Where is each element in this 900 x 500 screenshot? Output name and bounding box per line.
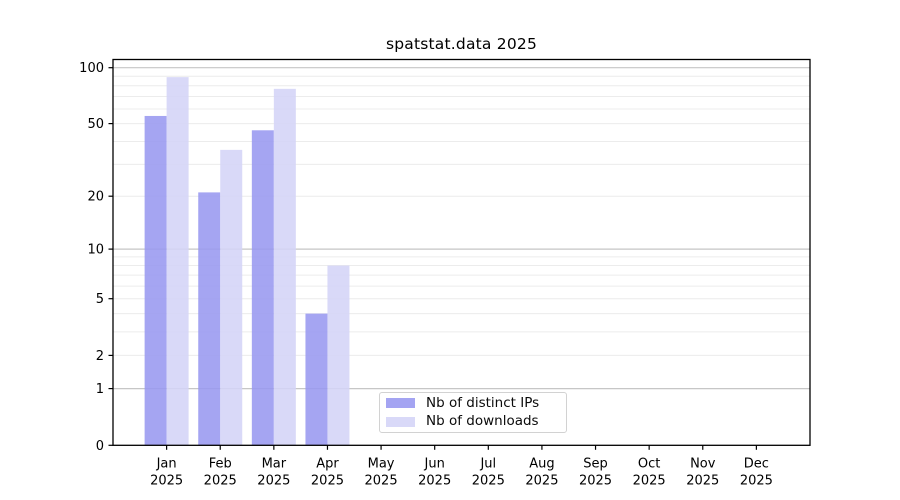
x-tick-label-year: 2025 [418,473,451,488]
x-tick-label-month: Sep [583,456,608,471]
bar-downloads-mar [273,88,296,446]
x-tick-label-year: 2025 [686,473,719,488]
legend-swatch-downloads [386,416,415,427]
x-tick-label-month: Dec [744,456,769,471]
x-tick-label-month: May [368,456,395,471]
x-tick-label-month: Mar [262,456,287,471]
x-tick-label-year: 2025 [150,473,183,488]
legend-swatch-distinct-ips [386,398,415,409]
x-tick-label-year: 2025 [204,473,237,488]
bar-downloads-apr [327,265,350,446]
x-tick-label-month: Aug [529,456,554,471]
x-tick-label-month: Apr [316,456,339,471]
y-tick-label: 50 [87,117,104,132]
bar-downloads-jan [166,77,189,446]
y-tick-label: 5 [96,292,104,307]
x-tick-label-month: Nov [690,456,716,471]
bar-distinct-ips-mar [251,130,274,446]
y-tick-label: 1 [96,382,104,397]
x-tick-label-year: 2025 [311,473,344,488]
legend: Nb of distinct IPs Nb of downloads [379,392,567,433]
y-tick-label: 100 [79,61,104,76]
chart-title: spatstat.data 2025 [385,35,538,53]
legend-entry-distinct-ips: Nb of distinct IPs [386,394,566,411]
bars [144,77,350,446]
bar-distinct-ips-jan [144,115,167,446]
bar-distinct-ips-feb [198,192,221,446]
bar-downloads-feb [220,149,243,446]
x-tick-label-year: 2025 [365,473,398,488]
y-tick-labels: 0 1 2 5 10 20 50 100 [79,61,104,454]
x-tick-labels: Jan 2025 Feb 2025 Mar 2025 Apr 2025 May 2025 Jun 20… [150,456,773,488]
y-tick-label: 20 [87,190,104,205]
x-tick-label-month: Jan [156,456,177,471]
legend-label: Nb of downloads [426,413,539,429]
x-tick-label-month: Jun [424,456,445,471]
legend-entry-downloads: Nb of downloads [386,413,566,429]
legend-label: Nb of distinct IPs [426,394,540,411]
y-tick-label: 2 [96,349,104,364]
x-tick-label-month: Jul [479,456,496,471]
x-tick-label-month: Oct [638,456,660,471]
y-tick-label: 0 [96,439,104,454]
x-tick-label-year: 2025 [579,473,612,488]
y-tick-label: 10 [87,243,104,258]
bar-distinct-ips-apr [305,313,328,446]
plot-frame [112,58,811,446]
x-tick-label-month: Feb [209,456,232,471]
x-tick-label-year: 2025 [740,473,773,488]
x-tick-label-year: 2025 [525,473,558,488]
x-tick-label-year: 2025 [633,473,666,488]
x-tick-label-year: 2025 [257,473,290,488]
axis-ticks [108,67,757,450]
x-tick-label-year: 2025 [472,473,505,488]
